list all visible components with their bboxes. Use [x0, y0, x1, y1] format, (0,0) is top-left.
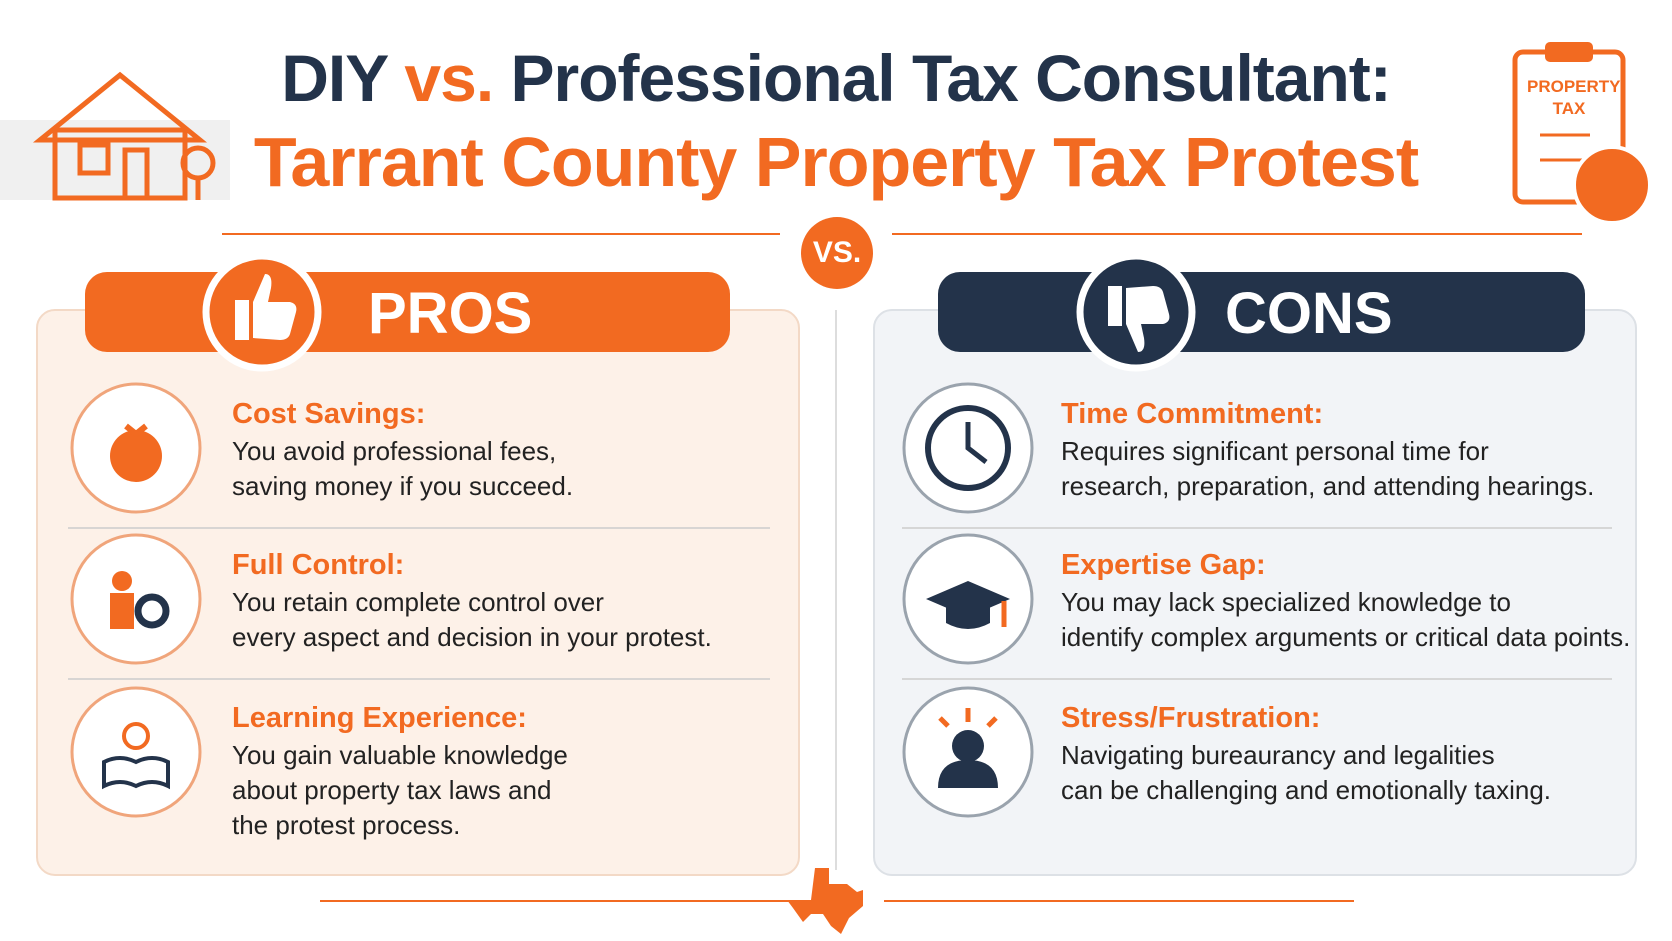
item-text: the protest process. — [232, 810, 461, 840]
item-text: Navigating bureaurancy and legalities — [1061, 740, 1495, 770]
item-icon — [902, 382, 1034, 514]
item-icon — [70, 533, 202, 665]
pros-heading: PROS — [368, 281, 533, 346]
item-title: Time Commitment: — [1061, 398, 1324, 430]
item-icon — [902, 686, 1034, 818]
item-icon — [70, 382, 202, 514]
item-text: You retain complete control over — [232, 587, 604, 617]
vs-circle — [801, 217, 873, 289]
item-title: Cost Savings: — [232, 398, 426, 430]
item-text: Requires significant personal time for — [1061, 436, 1489, 466]
item-title: Learning Experience: — [232, 702, 527, 734]
item-text: about property tax laws and — [232, 775, 552, 805]
clipboard-line: PROPERTY — [1527, 77, 1621, 96]
item-icon — [902, 533, 1034, 665]
title-start: DIY — [281, 41, 388, 115]
clipboard-label: PROPERTY TAX — [1527, 76, 1621, 120]
item-text: research, preparation, and attending hea… — [1061, 471, 1595, 501]
cons-heading: CONS — [1225, 281, 1393, 346]
item-title: Full Control: — [232, 549, 405, 581]
item-text: You may lack specialized knowledge to — [1061, 587, 1511, 617]
title-vs: vs. — [404, 41, 494, 115]
item-text: You avoid professional fees, — [232, 436, 557, 466]
vs-badge: VS. — [812, 236, 862, 269]
house-art — [0, 71, 230, 201]
title: DIY vs. Professional Tax Consultant: — [0, 40, 1672, 116]
clipboard-art — [1512, 42, 1652, 225]
title-end: Professional Tax Consultant: — [510, 41, 1392, 115]
subtitle: Tarrant County Property Tax Protest — [253, 123, 1419, 201]
item-text: every aspect and decision in your protes… — [232, 622, 712, 652]
item-title: Expertise Gap: — [1061, 549, 1266, 581]
item-text: identify complex arguments or critical d… — [1061, 622, 1631, 652]
item-title: Stress/Frustration: — [1061, 702, 1321, 734]
item-icon — [70, 686, 202, 818]
clipboard-line: TAX — [1552, 99, 1586, 118]
item-text: can be challenging and emotionally taxin… — [1061, 775, 1552, 805]
item-text: You gain valuable knowledge — [232, 740, 568, 770]
item-text: saving money if you succeed. — [232, 471, 574, 501]
